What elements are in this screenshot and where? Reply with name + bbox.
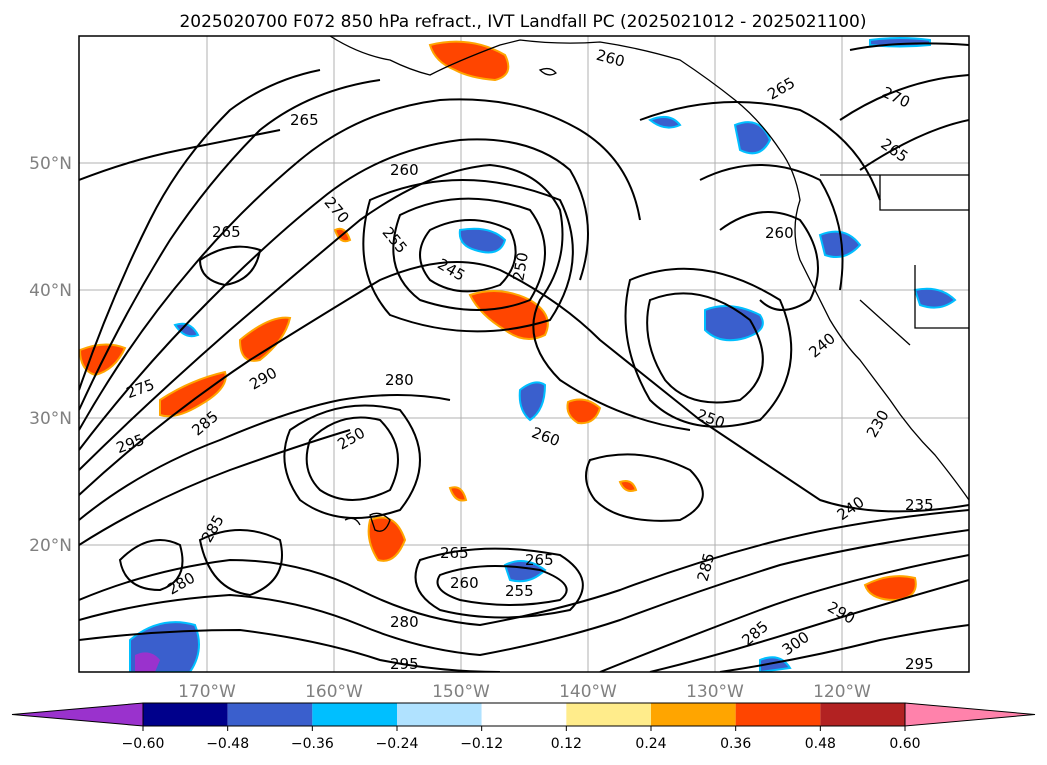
- colorbar-tick-label: −0.12: [460, 736, 503, 752]
- contour-label: 260: [390, 161, 419, 179]
- colorbar-tick-label: 0.60: [889, 736, 920, 752]
- contour-label: 255: [505, 582, 534, 600]
- colorbar-extend-left: [11, 702, 144, 727]
- lon-label-170w: 170°W: [178, 682, 236, 702]
- latitude-labels: 50°N 40°N 30°N 20°N: [29, 154, 72, 556]
- map-panel: 265 260 270 255 245 250 260 265 270 265 …: [78, 35, 970, 673]
- colorbar-segment: [227, 703, 313, 726]
- longitude-labels: 170°W 160°W 150°W 140°W 130°W 120°W: [178, 682, 871, 702]
- lat-label-20n: 20°N: [29, 536, 72, 556]
- colorbar-tick-label: −0.24: [376, 736, 419, 752]
- colorbar-segment: [651, 703, 736, 726]
- colorbar-frame: [142, 702, 906, 727]
- lat-label-50n: 50°N: [29, 154, 72, 174]
- graticule: [79, 36, 969, 672]
- colorbar-segment: [312, 703, 397, 726]
- coastlines: [329, 36, 969, 532]
- lon-label-160w: 160°W: [305, 682, 363, 702]
- colorbar-segment: [566, 703, 651, 726]
- contour-label: 265: [440, 544, 469, 562]
- colorbar-tick-label: 0.36: [720, 736, 751, 752]
- lat-label-30n: 30°N: [29, 409, 72, 429]
- colorbar-tick-label: 0.48: [805, 736, 836, 752]
- colorbar-tick-label: 0.12: [551, 736, 582, 752]
- contour-label: 250: [509, 251, 532, 282]
- contour-label: 295: [390, 655, 419, 673]
- lon-label-140w: 140°W: [559, 682, 617, 702]
- colorbar-tick-label: −0.60: [122, 736, 165, 752]
- map-title: 2025020700 F072 850 hPa refract., IVT La…: [179, 12, 866, 32]
- contour-lines: [79, 42, 969, 672]
- colorbar: −0.60 −0.48 −0.36 −0.24 −0.12 0.12 0.24 0.36 0.4…: [11, 702, 1036, 752]
- contour-label: 265: [525, 551, 554, 569]
- lon-label-130w: 130°W: [686, 682, 744, 702]
- colorbar-segment: [397, 703, 482, 726]
- colorbar-extend-right: [904, 702, 1036, 727]
- map-frame: [78, 35, 970, 673]
- anomaly-fills: [79, 37, 957, 672]
- contour-label: 265: [290, 111, 319, 129]
- colorbar-tick-label: −0.36: [291, 736, 334, 752]
- contour-label: 295: [905, 655, 934, 673]
- colorbar-segment: [820, 703, 905, 726]
- contour-label: 280: [385, 371, 414, 389]
- contour-label: 260: [450, 574, 479, 592]
- contour-label: 265: [212, 223, 241, 241]
- colorbar-segment: [735, 703, 821, 726]
- contour-label: 280: [390, 613, 419, 631]
- lon-label-150w: 150°W: [432, 682, 490, 702]
- colorbar-segment: [481, 703, 567, 726]
- lat-label-40n: 40°N: [29, 281, 72, 301]
- contour-label: 260: [765, 224, 794, 242]
- colorbar-tick-label: 0.24: [635, 736, 666, 752]
- colorbar-segment: [143, 703, 228, 726]
- lon-label-120w: 120°W: [813, 682, 871, 702]
- contour-label: 235: [905, 496, 934, 514]
- colorbar-tick-label: −0.48: [206, 736, 249, 752]
